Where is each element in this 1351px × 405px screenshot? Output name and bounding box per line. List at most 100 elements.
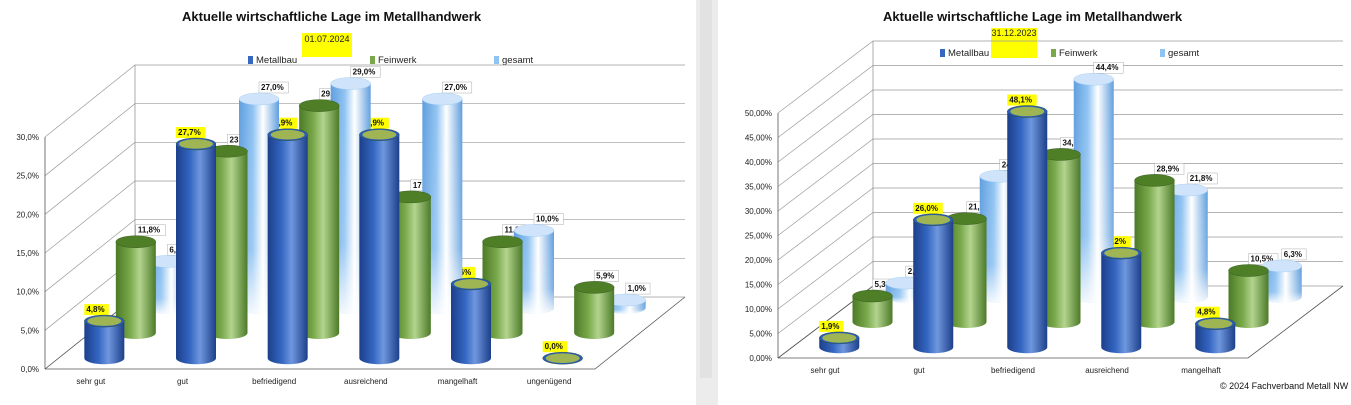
- data-label-gesamt-befriedigend: 44,4%: [1093, 62, 1124, 74]
- legend-label-gesamt: gesamt: [1168, 48, 1200, 59]
- svg-text:21,8%: 21,8%: [1190, 174, 1213, 183]
- bar-gesamt-mangelhaft: [513, 224, 555, 314]
- legend-label-gesamt: gesamt: [502, 55, 534, 66]
- legend-key-feinwerk: [1051, 49, 1056, 57]
- bar-metallbau-befriedigend: [267, 128, 308, 365]
- y-tick-label: 0,0%: [21, 365, 39, 374]
- svg-text:5,9%: 5,9%: [596, 271, 614, 280]
- y-tick-label: 5,0%: [21, 326, 39, 335]
- data-label-gesamt-befriedigend: 29,0%: [350, 66, 381, 78]
- y-tick-label: 20,0%: [16, 210, 39, 219]
- svg-text:28,9%: 28,9%: [270, 119, 293, 128]
- legend-item-metallbau: Metallbau: [248, 55, 297, 66]
- svg-text:27,0%: 27,0%: [261, 83, 284, 92]
- svg-text:4,8%: 4,8%: [1197, 308, 1215, 317]
- x-tick-label-gut: gut: [177, 377, 189, 386]
- svg-text:44,4%: 44,4%: [1096, 63, 1119, 72]
- svg-text:26,0%: 26,0%: [915, 204, 938, 213]
- gridline: [777, 40, 1343, 114]
- legend-item-feinwerk: Feinwerk: [370, 55, 417, 66]
- data-label-metallbau-ungenuegend: 0,0%: [542, 341, 568, 353]
- y-tick-label: 45,00%: [745, 134, 772, 143]
- bar-metallbau-befriedigend: [1007, 105, 1048, 354]
- svg-text:48,1%: 48,1%: [1009, 96, 1032, 105]
- bar-feinwerk-sehr-gut: [115, 235, 157, 339]
- data-label-metallbau-sehr-gut: 1,9%: [819, 320, 844, 332]
- legend-key-metallbau: [248, 56, 253, 64]
- y-tick-label: 0,00%: [749, 354, 772, 363]
- y-tick-label: 50,00%: [745, 109, 772, 118]
- svg-text:28,9%: 28,9%: [361, 119, 384, 128]
- y-tick-label: 35,00%: [745, 183, 772, 192]
- y-tick-label: 20,00%: [745, 256, 772, 265]
- chart-title: Aktuelle wirtschaftliche Lage im Metallh…: [883, 9, 1183, 24]
- y-tick-label: 25,00%: [745, 232, 772, 241]
- svg-text:28,9%: 28,9%: [1157, 164, 1180, 173]
- bar-feinwerk-befriedigend: [1040, 148, 1081, 328]
- x-tick-label-ungenuegend: ungenügend: [527, 377, 572, 386]
- data-label-metallbau-gut: 27,7%: [176, 126, 206, 138]
- data-label-feinwerk-ungenuegend: 5,9%: [593, 270, 619, 282]
- bar-gesamt-ausreichend: [422, 92, 463, 314]
- data-label-metallbau-mangelhaft: 4,8%: [1195, 306, 1220, 318]
- x-tick-label-ausreichend: ausreichend: [1085, 366, 1129, 375]
- bar-gesamt-mangelhaft: [1261, 259, 1302, 303]
- data-label-metallbau-befriedigend: 48,1%: [1007, 94, 1037, 106]
- data-label-gesamt-gut: 27,0%: [258, 81, 289, 94]
- data-label-gesamt-mangelhaft: 6,3%: [1281, 248, 1307, 261]
- bar-metallbau-gut: [913, 213, 954, 354]
- copyright-text: © 2024 Fachverband Metall NW: [1220, 381, 1349, 391]
- data-label-feinwerk-ausreichend: 28,9%: [1154, 163, 1185, 175]
- legend-key-gesamt: [494, 56, 499, 64]
- svg-text:19,2%: 19,2%: [1103, 237, 1126, 246]
- bar-feinwerk-mangelhaft: [482, 235, 523, 339]
- data-label-metallbau-sehr-gut: 4,8%: [84, 304, 109, 316]
- x-tick-label-befriedigend: befriedigend: [252, 377, 296, 386]
- chart-plot-left: 0,0%5,0%10,0%15,0%20,0%25,0%30,0%6,0%27,…: [16, 64, 686, 386]
- gridline: [777, 65, 1343, 138]
- svg-text:27,7%: 27,7%: [178, 128, 201, 137]
- svg-text:5,3%: 5,3%: [875, 280, 893, 289]
- y-tick-label: 5,00%: [749, 330, 772, 339]
- svg-text:1,0%: 1,0%: [628, 284, 646, 293]
- y-tick-label: 30,00%: [745, 207, 772, 216]
- bar-metallbau-sehr-gut: [84, 314, 125, 365]
- x-tick-label-mangelhaft: mangelhaft: [1181, 366, 1221, 375]
- svg-text:4,8%: 4,8%: [86, 305, 104, 314]
- bar-feinwerk-ausreichend: [390, 190, 432, 339]
- bar-gesamt-befriedigend: [1073, 73, 1114, 303]
- data-label-feinwerk-sehr-gut: 11,8%: [135, 224, 166, 236]
- bar-feinwerk-gut: [946, 212, 987, 328]
- legend-key-metallbau: [940, 49, 945, 57]
- data-label-metallbau-befriedigend: 28,9%: [267, 117, 298, 129]
- bar-feinwerk-ausreichend: [1134, 174, 1175, 328]
- y-tick-label: 15,00%: [745, 281, 772, 290]
- bar-metallbau-sehr-gut: [819, 331, 860, 354]
- chart-panel-right: Aktuelle wirtschaftliche Lage im Metallh…: [718, 0, 1351, 405]
- bar-metallbau-ausreichend: [1101, 246, 1142, 354]
- data-label-gesamt-ungenuegend: 1,0%: [625, 282, 651, 295]
- bar-feinwerk-gut: [207, 145, 248, 339]
- bar-metallbau-mangelhaft: [450, 277, 492, 365]
- svg-text:1,9%: 1,9%: [821, 322, 839, 331]
- chart-title: Aktuelle wirtschaftliche Lage im Metallh…: [182, 9, 482, 24]
- bar-feinwerk-sehr-gut: [852, 289, 893, 328]
- x-tick-label-mangelhaft: mangelhaft: [438, 377, 478, 386]
- svg-text:10,0%: 10,0%: [536, 214, 559, 223]
- scrollbar-track[interactable]: [700, 0, 712, 378]
- legend-item-gesamt: gesamt: [1160, 48, 1199, 59]
- bar-metallbau-gut: [175, 137, 217, 365]
- legend-label-metallbau: Metallbau: [256, 55, 298, 66]
- x-tick-label-befriedigend: befriedigend: [991, 366, 1035, 375]
- x-tick-label-gut: gut: [913, 366, 925, 375]
- bar-metallbau-ausreichend: [359, 128, 400, 365]
- y-tick-label: 25,0%: [16, 172, 39, 181]
- data-label-gesamt-ausreichend: 27,0%: [442, 81, 473, 94]
- svg-text:11,8%: 11,8%: [138, 226, 160, 235]
- chart-plot-right: 0,00% 5,00% 10,00% 15,00% 20,00% 25,00% 30,00%…: [745, 40, 1344, 375]
- bar-metallbau-ungenuegend: [542, 352, 583, 365]
- x-tick-label-sehr-gut: sehr gut: [811, 366, 841, 375]
- y-tick-label: 40,00%: [745, 158, 772, 167]
- data-label-gesamt-mangelhaft: 10,0%: [533, 213, 564, 225]
- legend-key-gesamt: [1160, 49, 1165, 57]
